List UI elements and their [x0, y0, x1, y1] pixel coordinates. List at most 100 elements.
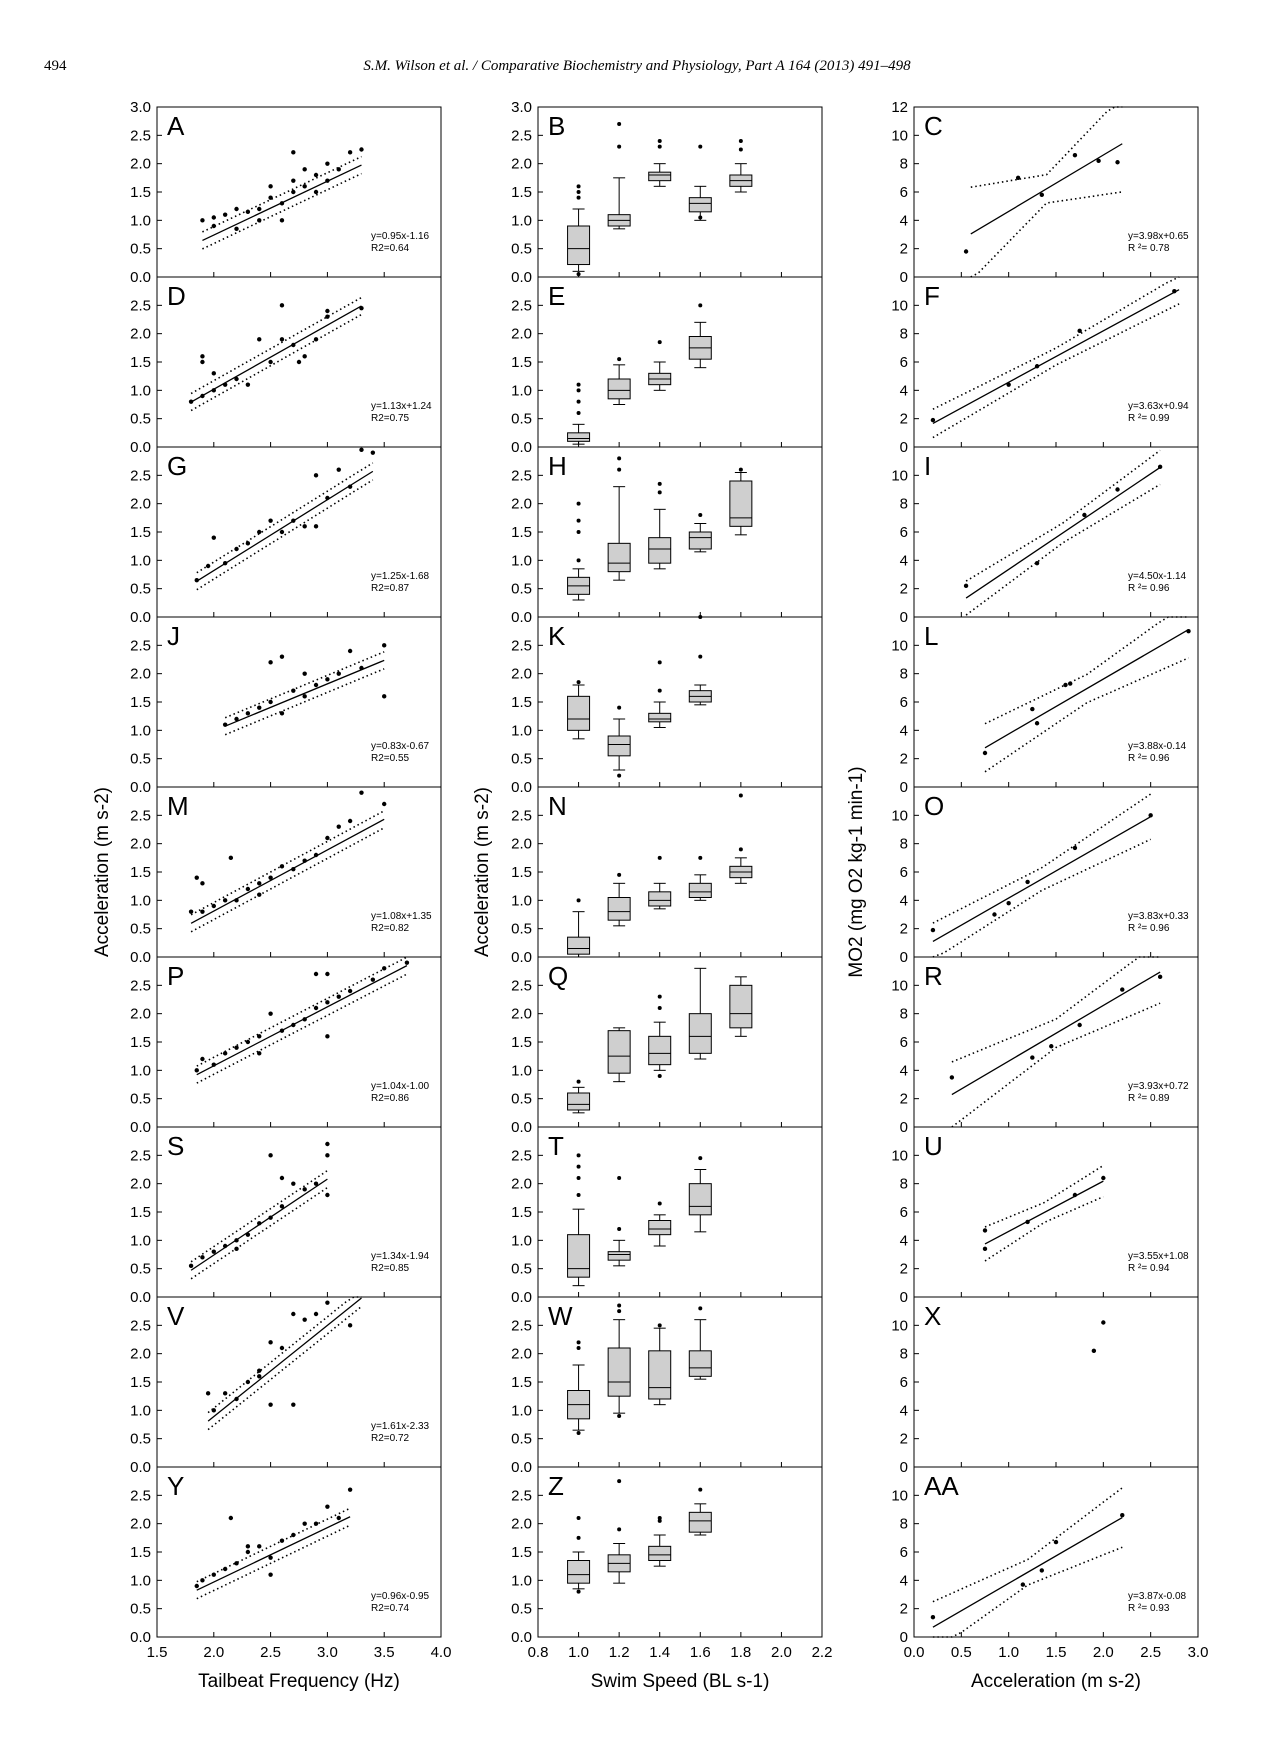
panel-m-point	[336, 824, 341, 829]
panel-o-point	[1025, 879, 1030, 885]
panel-s-point	[279, 1175, 285, 1181]
panel-u-ytick-label: 4	[900, 1232, 908, 1249]
panel-o-equation: y=3.83x+0.33	[1128, 911, 1189, 922]
panel-n-box	[648, 891, 672, 907]
panel-x-ytick-label: 2	[900, 1431, 908, 1448]
panel-d-point	[313, 337, 319, 342]
panel-o-letter: O	[924, 791, 944, 821]
panel-o-point	[1148, 813, 1153, 818]
panel-aa-xtick-label: 2.5	[1140, 1644, 1161, 1661]
panel-aa-ytick-label: 10	[891, 1487, 908, 1504]
panel-g-ytick-label: 2.0	[130, 496, 151, 513]
panel-m-point	[228, 855, 234, 861]
panel-e-outlier	[657, 340, 662, 345]
panel-aa-equation: y=3.87x-0.08	[1128, 1591, 1187, 1602]
panel-g-point	[257, 529, 262, 535]
panel-f-ci-upper	[932, 276, 1180, 410]
panel-d-point	[325, 314, 330, 319]
panel-c-regression-line	[970, 143, 1123, 235]
panel-z-xtick-label: 1.6	[690, 1644, 711, 1661]
panel-j-point	[302, 694, 307, 699]
panel-a-equation: y=0.95x-1.16	[371, 231, 430, 242]
panel-p-point	[325, 1034, 330, 1039]
panel-a-point	[257, 206, 262, 212]
panel-a-ytick-label: 2.0	[130, 156, 151, 173]
panel-z-xtick-label: 2.2	[812, 1644, 833, 1661]
panel-l-ytick-label: 0	[900, 779, 908, 796]
panel-b-ytick-label: 0.0	[511, 269, 532, 286]
panel-n-outlier	[617, 872, 622, 877]
panel-c-point	[1096, 158, 1101, 164]
panel-y-ytick-label: 0.0	[130, 1629, 151, 1646]
middle-column-xlabel: Swim Speed (BL s-1)	[591, 1671, 770, 1692]
panel-u-ytick-label: 2	[900, 1261, 908, 1278]
panel-j-regression-line	[224, 659, 385, 727]
panel-y-point	[325, 1504, 330, 1509]
panel-b-outlier	[617, 144, 622, 149]
panel-m-point	[347, 818, 353, 824]
panel-i-ci-lower	[965, 483, 1161, 616]
panel-u-ytick-label: 6	[900, 1204, 908, 1221]
panel-j-point	[359, 665, 364, 671]
panel-z-ytick-label: 1.5	[511, 1544, 532, 1561]
panel-m-point	[200, 881, 205, 886]
panel-s-point	[313, 1181, 319, 1186]
panel-l-point	[1068, 681, 1073, 686]
panel-p-point	[302, 1017, 307, 1022]
panel-j-ytick-label: 1.5	[130, 694, 151, 711]
panel-k-ytick-label: 2.0	[511, 666, 532, 683]
panel-p-point	[222, 1051, 228, 1056]
panel-p-ytick-label: 2.0	[130, 1006, 151, 1023]
panel-l-equation: y=3.88x-0.14	[1128, 741, 1187, 752]
panel-o-ytick-label: 0	[900, 949, 908, 966]
panel-w-ytick-label: 0.5	[511, 1431, 532, 1448]
panel-r-ytick-label: 0	[900, 1119, 908, 1136]
panel-c-ytick-label: 12	[891, 99, 908, 116]
panel-b-ytick-label: 2.0	[511, 156, 532, 173]
panel-k-box	[648, 712, 672, 723]
panel-n-ytick-label: 2.5	[511, 807, 532, 824]
panel-i-ytick-label: 10	[891, 467, 908, 484]
panel-a-ytick-label: 0.5	[130, 241, 151, 258]
panel-j-point	[302, 671, 307, 676]
panel-z-letter: Z	[548, 1471, 564, 1501]
panel-y-ytick-label: 1.0	[130, 1572, 151, 1589]
panel-w-ytick-label: 1.5	[511, 1374, 532, 1391]
panel-p-letter: P	[167, 961, 184, 991]
panel-p-point	[347, 988, 353, 994]
panel-z-box	[648, 1545, 672, 1562]
right-column-ylabel: MO2 (mg O2 kg-1 min-1)	[846, 766, 867, 977]
panel-a-ci-lower	[202, 172, 362, 250]
panel-h-box	[607, 542, 631, 573]
panel-u-ci-upper	[984, 1164, 1104, 1228]
panel-t-outlier	[576, 1153, 581, 1158]
panel-p-point	[257, 1051, 262, 1056]
panel-j-point	[382, 694, 387, 699]
panel-o-ytick-label: 8	[900, 836, 908, 853]
panel-s-point	[291, 1181, 296, 1186]
panel-k-box	[567, 695, 591, 731]
panel-p-point	[279, 1028, 285, 1033]
panel-p-point	[257, 1034, 262, 1039]
panel-w-ytick-label: 2.0	[511, 1346, 532, 1363]
panel-n-outlier	[738, 793, 743, 798]
panel-a-point	[211, 223, 216, 229]
panel-v-ytick-label: 0.0	[130, 1459, 151, 1476]
panel-v-regression-line	[207, 1297, 362, 1422]
panel-h-outlier	[657, 481, 662, 486]
panel-l-letter: L	[924, 621, 938, 651]
panel-y-xtick-label: 1.5	[147, 1644, 168, 1661]
panel-k-outlier	[698, 615, 703, 619]
panel-y-ytick-label: 2.5	[130, 1487, 151, 1504]
panel-d-ytick-label: 0.0	[130, 439, 151, 456]
panel-q-ytick-label: 1.5	[511, 1034, 532, 1051]
panel-o-ytick-label: 2	[900, 921, 908, 938]
panel-w-letter: W	[548, 1301, 573, 1331]
panel-p-point	[194, 1068, 199, 1073]
panel-c-point	[963, 249, 969, 254]
panel-aa-xtick-label: 1.5	[1046, 1644, 1067, 1661]
panel-a-point	[291, 150, 296, 155]
panel-m-r-squared: R2=0.82	[371, 923, 410, 934]
panel-a-point	[268, 184, 273, 189]
panel-y-xtick-label: 2.5	[260, 1644, 281, 1661]
